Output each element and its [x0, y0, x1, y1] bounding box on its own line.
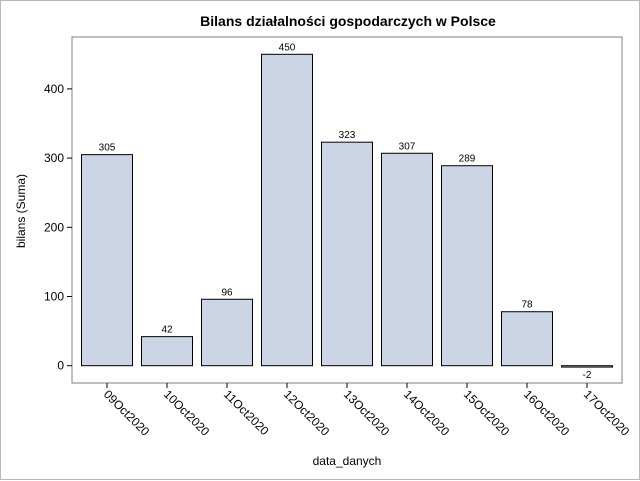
- data-label: -2: [583, 370, 592, 381]
- bar: [321, 141, 373, 367]
- x-tick-label: 09Oct2020: [101, 387, 153, 439]
- bar: [561, 365, 613, 368]
- bar: [141, 336, 193, 367]
- data-label: 289: [459, 154, 476, 165]
- x-tick-label: 17Oct2020: [581, 387, 633, 439]
- y-tick-label: 0: [57, 359, 64, 373]
- x-tick-label: 16Oct2020: [521, 387, 573, 439]
- x-tick-label: 15Oct2020: [461, 387, 513, 439]
- x-tick-label: 14Oct2020: [401, 387, 453, 439]
- x-axis-label: data_danych: [313, 454, 382, 468]
- y-tick-label: 300: [44, 151, 64, 165]
- data-labels: 305 42 96 450 323 307 289 78 -2: [99, 42, 592, 381]
- bar: [201, 298, 253, 367]
- x-tick-label: 13Oct2020: [341, 387, 393, 439]
- data-label: 307: [399, 141, 416, 152]
- data-label: 96: [221, 287, 233, 298]
- y-tick-label: 100: [44, 290, 64, 304]
- x-tick-label: 10Oct2020: [161, 387, 213, 439]
- x-tick-label: 12Oct2020: [281, 387, 333, 439]
- bar: [501, 311, 553, 367]
- x-axis: 09Oct2020 10Oct2020 11Oct2020 12Oct2020 13Oc…: [101, 383, 633, 439]
- y-axis: 0 100 200 300 400: [44, 82, 72, 373]
- y-tick-label: 400: [44, 82, 64, 96]
- bar: [261, 53, 313, 367]
- y-tick-label: 200: [44, 220, 64, 234]
- data-label: 450: [279, 42, 296, 53]
- bar: [441, 165, 493, 367]
- data-label: 78: [521, 300, 533, 311]
- bar: [381, 152, 433, 367]
- bar: [81, 154, 133, 367]
- x-tick-label: 11Oct2020: [221, 387, 272, 438]
- data-label: 42: [161, 325, 173, 336]
- bars: [81, 53, 613, 368]
- chart-title: Bilans działalności gospodarczych w Pols…: [200, 13, 496, 29]
- y-axis-label: bilans (Suma): [14, 174, 28, 248]
- data-label: 305: [99, 143, 116, 154]
- data-label: 323: [339, 130, 356, 141]
